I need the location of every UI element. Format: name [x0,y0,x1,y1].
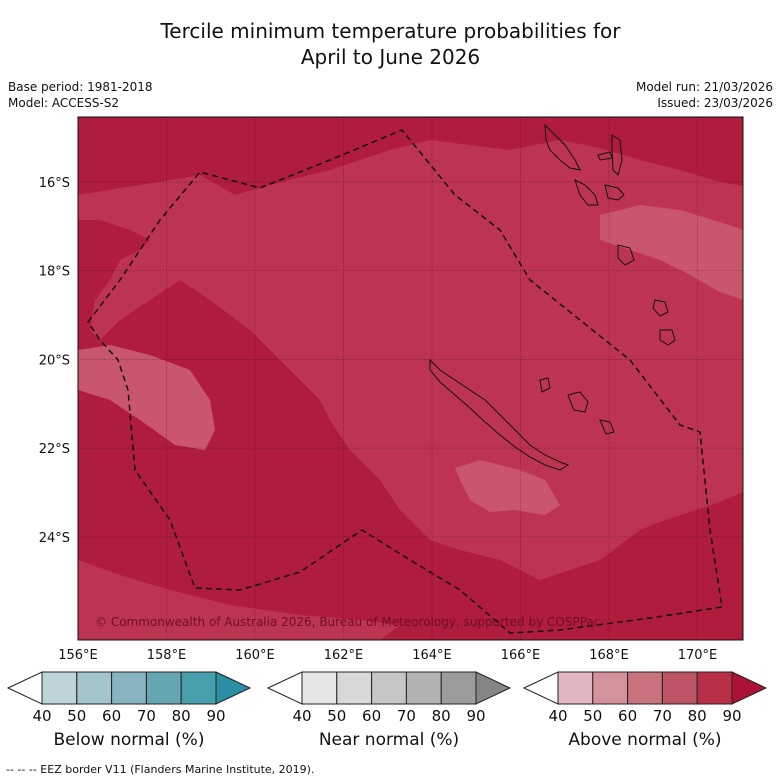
colorbar-segment [336,671,373,705]
colorbar-tick: 70 [397,707,416,725]
colorbar-extend-high [731,671,768,705]
probability-region-70-central [455,460,560,515]
graticule [77,117,743,640]
colorbar-tick: 40 [548,707,567,725]
colorbar-extend-high [215,671,252,705]
longitude-labels: 156°E 158°E 160°E 162°E 164°E 166°E 168°E 170°E [58,648,717,663]
longitude-label: 166°E [501,648,541,663]
colorbar-segment [180,671,217,705]
colorbar-tick: 50 [583,707,602,725]
colorbar-segment [627,671,663,705]
colorbar-tick: 40 [292,707,311,725]
colorbar-extend-low [522,671,559,705]
probability-region-70-east [600,205,743,300]
colorbar-extend-low [266,671,303,705]
loyalty-islands [539,377,615,435]
map-copyright: © Commonwealth of Australia 2026, Bureau… [95,615,600,629]
colorbar-segment [592,671,629,705]
colorbar-segment [696,671,733,705]
colorbar-tick: 50 [327,707,346,725]
longitude-label: 170°E [678,648,718,663]
colorbar-tick: 90 [722,707,741,725]
title-line-2: April to June 2026 [300,45,481,69]
footer-legend: -- -- -- EEZ border V11 (Flanders Marine… [6,763,315,776]
colorbar-tick: 80 [172,707,191,725]
colorbar-tick: 60 [618,707,637,725]
base-period: Base period: 1981-2018 [8,80,153,94]
longitude-label: 156°E [58,648,98,663]
model-run: Model run: 21/03/2026 [635,80,773,94]
colorbar-tick: 60 [102,707,121,725]
map-frame [77,116,744,641]
colorbar-segment [145,671,182,705]
colorbar-tick: 70 [653,707,672,725]
longitude-label: 162°E [324,648,364,663]
meta-left: Base period: 1981-2018 Model: ACCESS-S2 [8,79,153,111]
new-caledonia-coastline [429,358,570,471]
longitude-label: 158°E [147,648,187,663]
latitude-label: 16°S [39,176,70,191]
probability-region-80-southwest [78,560,400,640]
colorbar-tick: 70 [137,707,156,725]
colorbar-tick: 80 [432,707,451,725]
colorbar-segment [557,671,594,705]
colorbar-tick: 40 [32,707,51,725]
colorbar-label-near: Near normal (%) [318,730,460,750]
latitude-label: 18°S [39,265,70,280]
issued-date: Issued: 23/03/2026 [657,96,773,110]
colorbar-tick: 90 [466,707,485,725]
longitude-label: 168°E [589,648,629,663]
colorbar-tick: 80 [688,707,707,725]
vanuatu-islands [544,123,676,346]
colorbar-segment [661,671,698,705]
colorbar-segment [41,671,78,705]
colorbar-extend-high [475,671,512,705]
latitude-label: 20°S [39,353,70,368]
colorbar-extend-low [6,671,43,705]
colorbar-above: 40 50 60 70 80 90 [522,671,768,725]
colorbar-tick: 50 [67,707,86,725]
colorbar-segment [405,671,442,705]
longitude-label: 164°E [412,648,452,663]
eez-border [87,129,723,634]
longitude-label: 160°E [235,648,275,663]
colorbar-segment [371,671,407,705]
colorbar-tick: 90 [206,707,225,725]
colorbar-label-below: Below normal (%) [53,730,205,750]
latitude-label: 22°S [39,442,70,457]
colorbar-segment [76,671,113,705]
colorbar-near: 40 50 60 70 80 90 [266,671,512,725]
colorbar-tick: 60 [362,707,381,725]
chart-title: Tercile minimum temperature probabilitie… [0,18,781,70]
colorbar-label-above: Above normal (%) [568,730,722,750]
model-name: Model: ACCESS-S2 [8,96,120,110]
latitude-labels: 16°S 18°S 20°S 22°S 24°S [39,176,70,546]
colorbar-segment [301,671,338,705]
colorbars: 40 50 60 70 80 90 40 50 60 70 80 90 40 50 60 70 80 90 [6,671,768,725]
probability-region-70-west [78,345,215,450]
latitude-label: 24°S [39,531,70,546]
title-line-1: Tercile minimum temperature probabilitie… [160,19,621,43]
probability-region-80 [78,140,743,580]
colorbar-segment [440,671,477,705]
meta-right: Model run: 21/03/2026 Issued: 23/03/2026 [636,79,773,111]
colorbar-segment [111,671,147,705]
colorbar-below: 40 50 60 70 80 90 [6,671,252,725]
